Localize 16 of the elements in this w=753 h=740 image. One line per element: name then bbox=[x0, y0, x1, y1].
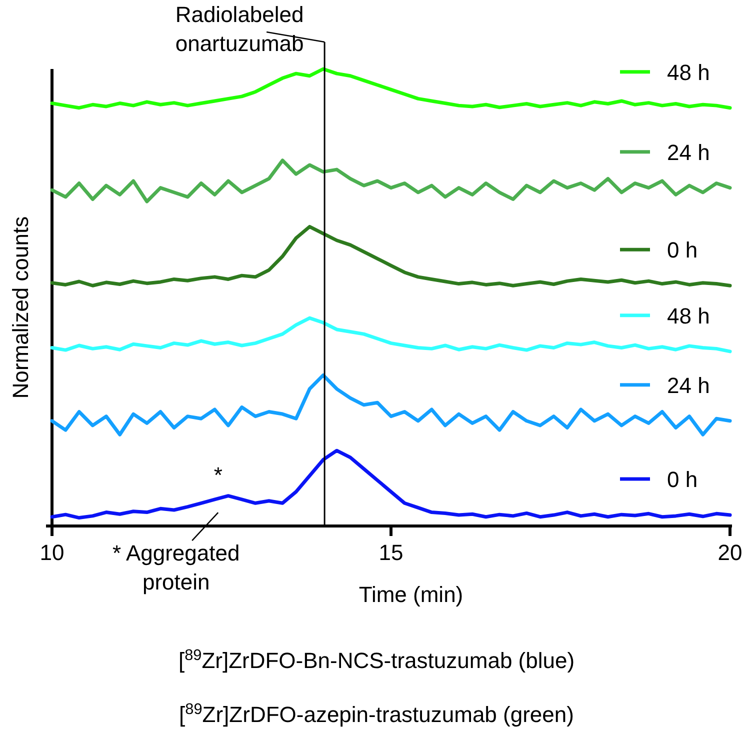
legend-label: 48 h bbox=[667, 303, 710, 328]
legend-label: 48 h bbox=[667, 60, 710, 85]
x-tick-label: 20 bbox=[718, 540, 742, 565]
legend-label: 0 h bbox=[667, 467, 698, 492]
text: [$^{89}$Zr]ZrDFO-azepin-trastuzumab (green) bbox=[179, 700, 574, 727]
legend-label: 24 h bbox=[667, 372, 710, 398]
legend-label: 0 h bbox=[667, 238, 698, 263]
legend-label: 24 h bbox=[667, 140, 710, 165]
x-tick-label: 15 bbox=[378, 540, 404, 565]
annotation: * bbox=[214, 462, 223, 488]
ref-line-label: Radiolabeled onartuzumab bbox=[175, 2, 304, 56]
annotation: * Aggregated protein bbox=[112, 540, 240, 595]
x-tick-label: 10 bbox=[40, 540, 64, 565]
x-axis-title: Time (min) bbox=[358, 582, 464, 607]
text: [$^{89}$Zr]ZrDFO-Bn-NCS-trastuzumab (blue) bbox=[178, 646, 575, 673]
y-axis-title: Normalized counts bbox=[8, 216, 33, 399]
